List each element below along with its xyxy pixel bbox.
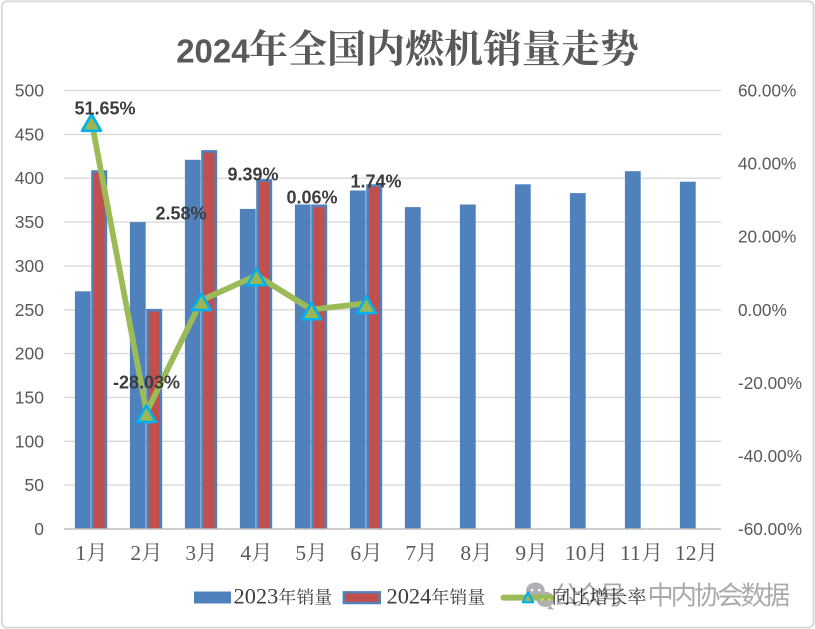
svg-text:0.00%: 0.00% bbox=[738, 300, 787, 320]
svg-text:11: 11 bbox=[620, 541, 641, 565]
svg-text:-20.00%: -20.00% bbox=[738, 373, 802, 393]
svg-text:0: 0 bbox=[34, 519, 44, 539]
svg-text:2024: 2024 bbox=[176, 33, 250, 70]
svg-text:300: 300 bbox=[15, 256, 44, 276]
svg-text:2: 2 bbox=[130, 541, 141, 565]
svg-text:60.00%: 60.00% bbox=[738, 81, 796, 101]
svg-text:10: 10 bbox=[565, 541, 587, 565]
svg-text:50: 50 bbox=[25, 475, 45, 495]
svg-text:400: 400 bbox=[15, 168, 44, 188]
svg-text:0.06%: 0.06% bbox=[286, 187, 337, 207]
svg-text:9: 9 bbox=[515, 541, 526, 565]
svg-text:1: 1 bbox=[75, 541, 86, 565]
svg-text:100: 100 bbox=[15, 431, 44, 451]
svg-text:150: 150 bbox=[15, 387, 44, 407]
svg-text:5: 5 bbox=[295, 541, 306, 565]
svg-text:450: 450 bbox=[15, 124, 44, 144]
svg-text:-40.00%: -40.00% bbox=[738, 446, 802, 466]
svg-text:500: 500 bbox=[15, 81, 44, 101]
svg-text:2023: 2023 bbox=[234, 584, 279, 609]
svg-text:51.65%: 51.65% bbox=[74, 98, 135, 118]
svg-text:2024: 2024 bbox=[387, 584, 432, 609]
svg-text:-60.00%: -60.00% bbox=[738, 519, 802, 539]
svg-text:350: 350 bbox=[15, 212, 44, 232]
svg-text:4: 4 bbox=[240, 541, 251, 565]
svg-text:3: 3 bbox=[185, 541, 196, 565]
svg-text:2.58%: 2.58% bbox=[155, 203, 206, 223]
svg-text:7: 7 bbox=[405, 541, 416, 565]
svg-text:40.00%: 40.00% bbox=[738, 154, 796, 174]
svg-text:12: 12 bbox=[675, 541, 697, 565]
svg-text:1.74%: 1.74% bbox=[350, 171, 401, 191]
svg-text:250: 250 bbox=[15, 300, 44, 320]
svg-text:200: 200 bbox=[15, 344, 44, 364]
svg-text:8: 8 bbox=[460, 541, 471, 565]
svg-text:9.39%: 9.39% bbox=[227, 164, 278, 184]
svg-text:6: 6 bbox=[350, 541, 361, 565]
svg-text:20.00%: 20.00% bbox=[738, 227, 796, 247]
svg-text:-28.03%: -28.03% bbox=[113, 372, 180, 392]
